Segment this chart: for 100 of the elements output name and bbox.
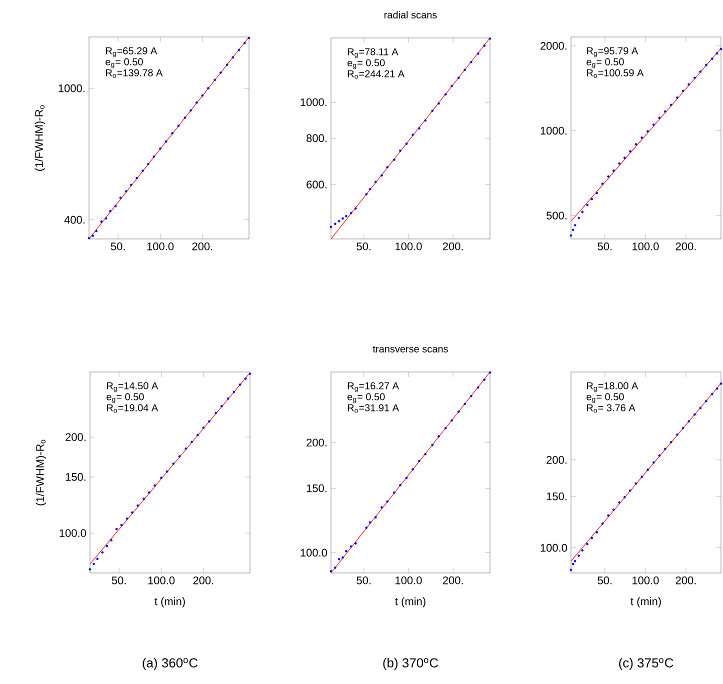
point: [601, 182, 604, 186]
point: [243, 42, 246, 44]
annotation: e$_{g}$= 0.50: [348, 393, 385, 404]
point: [368, 521, 372, 524]
x-tick-label: 100.0: [632, 576, 659, 584]
point: [618, 162, 621, 165]
point: [464, 68, 466, 72]
text: (a) 360$^{o}$C: [142, 658, 198, 670]
point: [405, 476, 408, 480]
point: [488, 37, 492, 40]
point: [670, 440, 672, 444]
y-tick-label: 200.: [66, 433, 86, 441]
point: [130, 184, 132, 186]
annotation: R$_{o}$=139.78 A: [106, 69, 163, 78]
annotation: R$_{g}$=14.50 A: [107, 382, 158, 392]
x-tick-label: 50.: [110, 242, 125, 250]
text: (c) 375$^{o}$C: [619, 658, 674, 670]
point: [444, 93, 447, 96]
point: [470, 60, 472, 64]
y-tick-label: 150.: [66, 473, 86, 481]
annotation: e$_{g}$= 0.50: [106, 393, 144, 404]
annotation: e$_{g}$= 0.50: [586, 58, 624, 68]
point: [418, 460, 420, 462]
x-axis-title: t (min): [630, 597, 661, 608]
point: [607, 514, 610, 517]
point: [676, 433, 678, 436]
point: [612, 169, 615, 172]
x-tick-label: 100.0: [148, 576, 175, 584]
point: [178, 455, 181, 458]
x-tick-label: 100.0: [147, 242, 174, 250]
point: [232, 390, 236, 394]
point: [457, 76, 460, 80]
point: [424, 452, 427, 456]
point: [590, 198, 594, 200]
annotation: R$_{o}$= 3.76 A: [587, 404, 636, 413]
x-tick-label: 100.0: [396, 576, 422, 584]
point: [431, 110, 434, 112]
point: [146, 162, 150, 166]
point: [201, 94, 204, 97]
point: [628, 489, 632, 492]
y-tick-label: 200.: [546, 456, 566, 464]
y-tick-label: 1000.: [540, 126, 566, 135]
point: [350, 212, 352, 214]
point: [682, 426, 684, 430]
annotation: R$_{g}$=65.29 A: [106, 47, 158, 58]
point: [618, 501, 621, 504]
point: [196, 434, 199, 436]
x-tick-label: 200.: [192, 242, 212, 250]
point: [184, 447, 188, 450]
x-axis-title: t (min): [395, 597, 426, 608]
point: [470, 394, 472, 398]
x-tick-label: 200.: [442, 576, 463, 584]
x-tick-label: 200.: [193, 576, 214, 584]
point: [640, 476, 644, 478]
point: [386, 500, 389, 503]
point: [374, 180, 377, 184]
point: [232, 56, 234, 59]
x-axis-title: t (min): [154, 597, 185, 608]
point: [640, 136, 644, 139]
point: [652, 461, 655, 464]
y-tick-label: 150.: [546, 492, 566, 500]
point: [164, 140, 168, 143]
y-tick-label: 600.: [306, 180, 326, 188]
point: [710, 392, 714, 396]
point: [219, 71, 222, 74]
x-tick-label: 50.: [356, 576, 371, 584]
x-tick-label: 50.: [598, 576, 612, 584]
point: [628, 150, 632, 153]
y-tick-label: 100.0: [60, 529, 86, 537]
x-tick-label: 200.: [676, 576, 696, 584]
point: [464, 402, 466, 406]
point: [412, 468, 414, 471]
annotation: R$_{g}$=95.79 A: [587, 47, 638, 58]
point: [244, 377, 247, 380]
point: [596, 192, 598, 194]
point: [424, 119, 427, 122]
y-tick-label: 2000.: [540, 42, 566, 50]
point: [658, 454, 661, 457]
x-tick-label: 100.0: [632, 242, 659, 250]
point: [676, 96, 678, 99]
y-tick-label: 200.: [306, 438, 326, 446]
point: [184, 116, 186, 119]
point: [457, 410, 460, 413]
x-tick-label: 50.: [598, 242, 612, 250]
y-tick-label: 800.: [306, 134, 326, 142]
point: [392, 491, 396, 494]
point: [195, 101, 198, 104]
point: [154, 484, 156, 487]
point: [177, 124, 180, 128]
point: [688, 83, 690, 86]
point: [248, 36, 250, 40]
point: [152, 155, 156, 158]
y-tick-label: 1000.: [300, 98, 326, 106]
point: [664, 448, 666, 450]
point: [431, 444, 434, 446]
point: [350, 545, 352, 548]
annotation: R$_{o}$=100.59 A: [587, 69, 644, 78]
x-tick-label: 50.: [356, 242, 371, 250]
annotation: R$_{o}$=31.91 A: [348, 404, 399, 413]
annotation: R$_{g}$=78.11 A: [348, 48, 398, 58]
